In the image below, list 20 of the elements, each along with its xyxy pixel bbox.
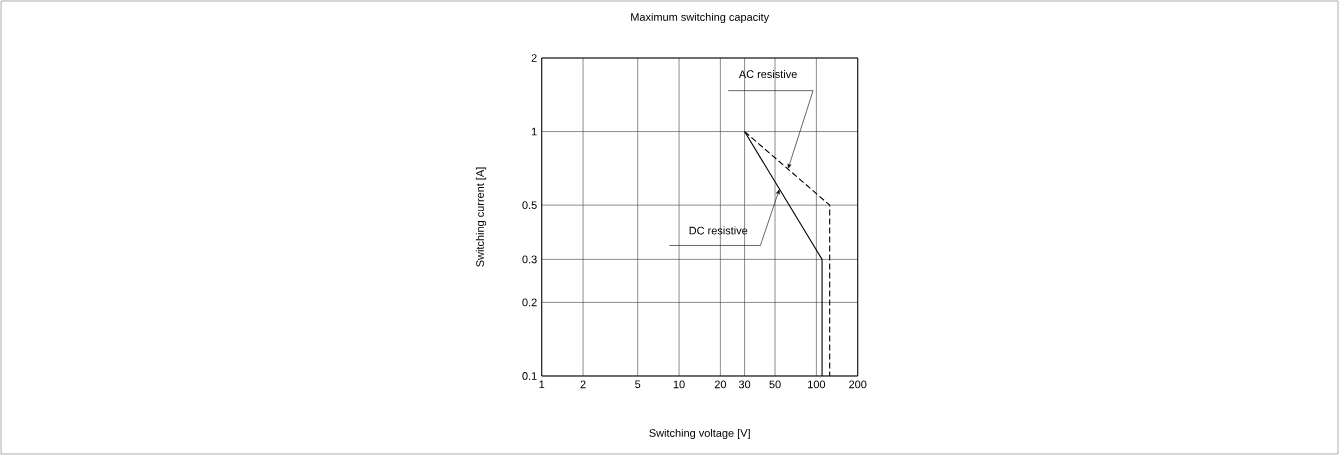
x-tick-label: 200 xyxy=(849,380,867,389)
text: DC resistive xyxy=(689,226,748,235)
x-tick-label: 5 xyxy=(635,380,641,389)
x-tick-label: 30 xyxy=(738,380,751,389)
y-tick-label: 2 xyxy=(531,54,537,62)
x-tick-label: 1 xyxy=(539,380,545,389)
y-tick-label: 0.5 xyxy=(522,201,537,210)
x-tick-label: 10 xyxy=(673,380,685,389)
x-tick-label: 20 xyxy=(714,380,727,389)
y-tick-label: 0.2 xyxy=(522,298,537,307)
x-tick-label: 100 xyxy=(808,380,826,389)
x-tick-label: 2 xyxy=(580,380,586,389)
text: AC resistive xyxy=(738,69,797,79)
x-tick-label: 50 xyxy=(769,380,781,389)
y-tick-label: 0.3 xyxy=(522,255,537,264)
y-tick-label: 1 xyxy=(531,127,537,136)
x-axis-title: Switching voltage [V] xyxy=(649,428,750,440)
y-axis-title: Switching current [A] xyxy=(475,167,487,267)
chart-title: Maximum switching capacity xyxy=(631,12,770,24)
y-tick-label: 0.1 xyxy=(522,372,537,380)
